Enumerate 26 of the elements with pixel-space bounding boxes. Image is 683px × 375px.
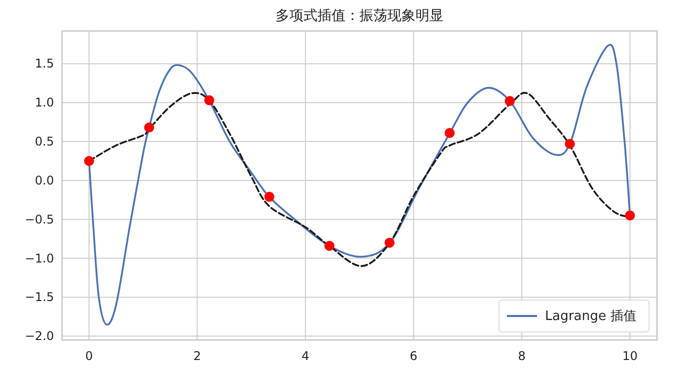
x-tick-label: 4: [302, 349, 310, 363]
legend-label: Lagrange 插值: [545, 309, 636, 324]
x-tick-label: 6: [410, 349, 418, 363]
point: [564, 138, 575, 149]
x-tick-label: 10: [622, 349, 638, 363]
point: [444, 128, 455, 138]
y-tick-label: −1.5: [24, 290, 54, 304]
point: [264, 192, 274, 202]
point: [624, 210, 635, 220]
point: [384, 238, 395, 248]
y-tick-label: −2.0: [24, 329, 54, 344]
x-tick-label: 2: [193, 349, 202, 363]
point: [84, 156, 94, 166]
y-tick-label: 0.0: [34, 173, 54, 188]
y-tick-label: 0.5: [34, 134, 54, 149]
y-tick-label: 1.5: [34, 56, 54, 71]
point: [144, 122, 154, 133]
point: [204, 95, 214, 106]
x-tick-label: 0: [85, 349, 93, 363]
point: [324, 240, 334, 251]
chart-title: 多项式插值：振荡现象明显: [276, 8, 444, 24]
y-tick-label: −1.0: [24, 251, 54, 266]
point: [504, 96, 515, 106]
y-tick-label: 1.0: [34, 96, 54, 110]
y-tick-label: −0.5: [24, 212, 54, 226]
x-tick-label: 8: [518, 349, 526, 363]
